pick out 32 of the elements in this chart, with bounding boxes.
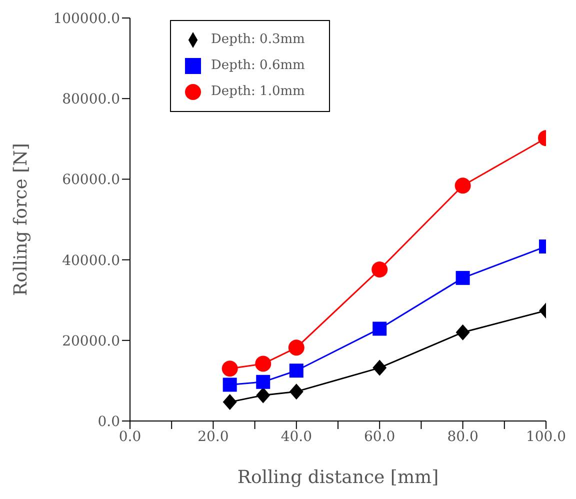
y-axis-title: Rolling force [N] [10, 143, 32, 296]
point [289, 384, 304, 400]
legend-label: Depth: 1.0mm [211, 84, 305, 99]
point [456, 270, 470, 285]
y-tick-label: 0.0 [98, 414, 120, 430]
point [372, 322, 387, 336]
point [255, 356, 272, 372]
x-axis-title: Rolling distance [mm] [237, 467, 439, 488]
x-tick-label: 60.0 [364, 428, 396, 445]
point [256, 387, 270, 404]
y-tick-label: 40000.0 [62, 252, 120, 269]
x-tick-label: 40.0 [280, 428, 312, 445]
legend-label: Depth: 0.6mm [211, 58, 305, 73]
legend-label: Depth: 0.3mm [211, 32, 305, 47]
x-tick-label: 80.0 [447, 428, 478, 445]
point [222, 360, 238, 377]
point [372, 360, 387, 376]
point [454, 178, 471, 194]
point [372, 261, 388, 278]
x-tick-label: 0.0 [118, 428, 142, 445]
y-tick-label: 100000.0 [53, 10, 120, 27]
y-tick-label: 80000.0 [62, 92, 120, 108]
point [256, 374, 270, 389]
y-tick-label: 20000.0 [62, 333, 120, 350]
point [289, 364, 304, 378]
x-tick-label: 20.0 [198, 428, 229, 445]
y-tick-label: 60000.0 [62, 172, 120, 188]
x-tick-label: 100.0 [526, 428, 566, 445]
point [456, 324, 470, 340]
point [222, 394, 237, 410]
point [222, 378, 237, 392]
point [288, 340, 304, 356]
